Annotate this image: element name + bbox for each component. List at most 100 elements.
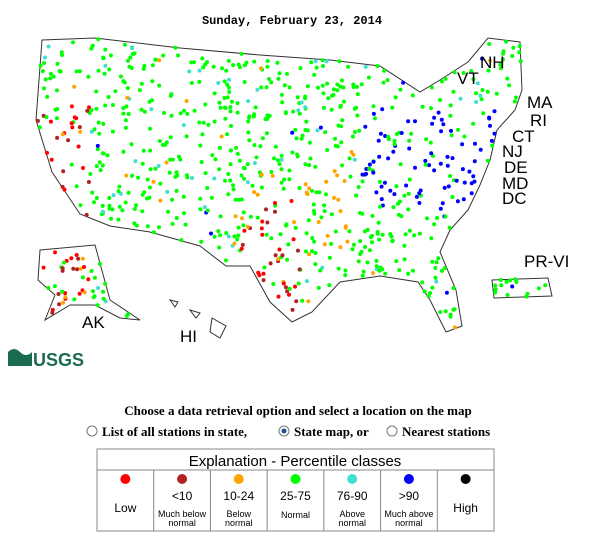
station[interactable] xyxy=(373,116,377,121)
station[interactable] xyxy=(347,229,352,234)
station[interactable] xyxy=(398,162,403,167)
station[interactable] xyxy=(107,206,112,211)
station[interactable] xyxy=(103,103,108,108)
station[interactable] xyxy=(111,103,115,107)
station[interactable] xyxy=(428,291,433,295)
station[interactable] xyxy=(284,223,288,228)
station[interactable] xyxy=(246,99,251,104)
station[interactable] xyxy=(438,310,443,315)
station[interactable] xyxy=(235,151,240,156)
station[interactable] xyxy=(42,86,46,91)
station[interactable] xyxy=(126,112,131,116)
station[interactable] xyxy=(264,131,269,136)
station[interactable] xyxy=(446,184,451,189)
station[interactable] xyxy=(130,173,135,178)
station[interactable] xyxy=(364,167,369,171)
station[interactable] xyxy=(252,190,257,195)
station[interactable] xyxy=(217,245,222,250)
station[interactable] xyxy=(46,44,51,49)
station[interactable] xyxy=(407,146,412,151)
station[interactable] xyxy=(276,294,281,299)
station[interactable] xyxy=(58,69,63,74)
station[interactable] xyxy=(273,209,277,214)
station[interactable] xyxy=(493,290,498,295)
station[interactable] xyxy=(157,139,162,143)
station[interactable] xyxy=(35,118,40,123)
station[interactable] xyxy=(324,179,329,184)
station[interactable] xyxy=(452,70,457,75)
station[interactable] xyxy=(124,104,129,109)
station[interactable] xyxy=(266,77,271,81)
station[interactable] xyxy=(218,105,223,110)
station[interactable] xyxy=(101,56,106,61)
station[interactable] xyxy=(190,176,194,180)
station[interactable] xyxy=(173,174,178,179)
station[interactable] xyxy=(242,176,246,181)
station[interactable] xyxy=(499,66,503,71)
station[interactable] xyxy=(322,242,327,247)
station[interactable] xyxy=(236,225,241,230)
station[interactable] xyxy=(443,309,448,314)
station[interactable] xyxy=(452,325,457,330)
station[interactable] xyxy=(351,242,356,247)
station[interactable] xyxy=(148,148,153,153)
station[interactable] xyxy=(313,251,318,255)
station[interactable] xyxy=(205,208,210,213)
station[interactable] xyxy=(223,116,228,121)
station[interactable] xyxy=(450,156,455,161)
station[interactable] xyxy=(166,209,171,214)
station[interactable] xyxy=(354,193,359,198)
station[interactable] xyxy=(55,61,60,66)
station[interactable] xyxy=(336,197,341,202)
station[interactable] xyxy=(272,156,277,161)
station[interactable] xyxy=(358,211,362,215)
station[interactable] xyxy=(169,92,174,97)
station[interactable] xyxy=(410,268,415,273)
station[interactable] xyxy=(200,132,205,137)
station[interactable] xyxy=(297,267,302,272)
station[interactable] xyxy=(478,93,483,98)
station[interactable] xyxy=(61,169,66,174)
station[interactable] xyxy=(225,82,230,87)
station[interactable] xyxy=(500,57,505,62)
station[interactable] xyxy=(294,136,299,141)
station[interactable] xyxy=(185,175,190,180)
station[interactable] xyxy=(404,183,409,188)
station[interactable] xyxy=(260,136,265,141)
station[interactable] xyxy=(492,131,497,136)
station[interactable] xyxy=(417,201,422,205)
station[interactable] xyxy=(406,191,411,196)
station[interactable] xyxy=(306,218,311,223)
station[interactable] xyxy=(217,145,222,150)
station[interactable] xyxy=(293,284,297,289)
station[interactable] xyxy=(252,143,257,148)
station[interactable] xyxy=(216,81,221,85)
station[interactable] xyxy=(279,167,284,172)
station[interactable] xyxy=(116,189,121,194)
station[interactable] xyxy=(413,165,417,170)
station[interactable] xyxy=(402,193,407,198)
station[interactable] xyxy=(60,268,65,273)
station[interactable] xyxy=(179,238,184,243)
station[interactable] xyxy=(55,116,59,121)
station[interactable] xyxy=(228,105,233,110)
station[interactable] xyxy=(349,150,354,154)
station[interactable] xyxy=(382,180,387,185)
station[interactable] xyxy=(242,80,247,84)
station[interactable] xyxy=(435,216,439,220)
station[interactable] xyxy=(92,200,96,205)
station[interactable] xyxy=(358,252,363,256)
station[interactable] xyxy=(223,178,227,183)
station[interactable] xyxy=(96,68,101,73)
station[interactable] xyxy=(420,280,425,285)
station[interactable] xyxy=(316,285,321,290)
station[interactable] xyxy=(276,158,280,163)
station[interactable] xyxy=(168,157,173,162)
station[interactable] xyxy=(287,286,292,291)
station[interactable] xyxy=(295,95,300,100)
station[interactable] xyxy=(307,186,312,191)
station[interactable] xyxy=(150,63,155,68)
station[interactable] xyxy=(250,183,255,188)
station[interactable] xyxy=(89,46,94,51)
station[interactable] xyxy=(103,47,108,52)
